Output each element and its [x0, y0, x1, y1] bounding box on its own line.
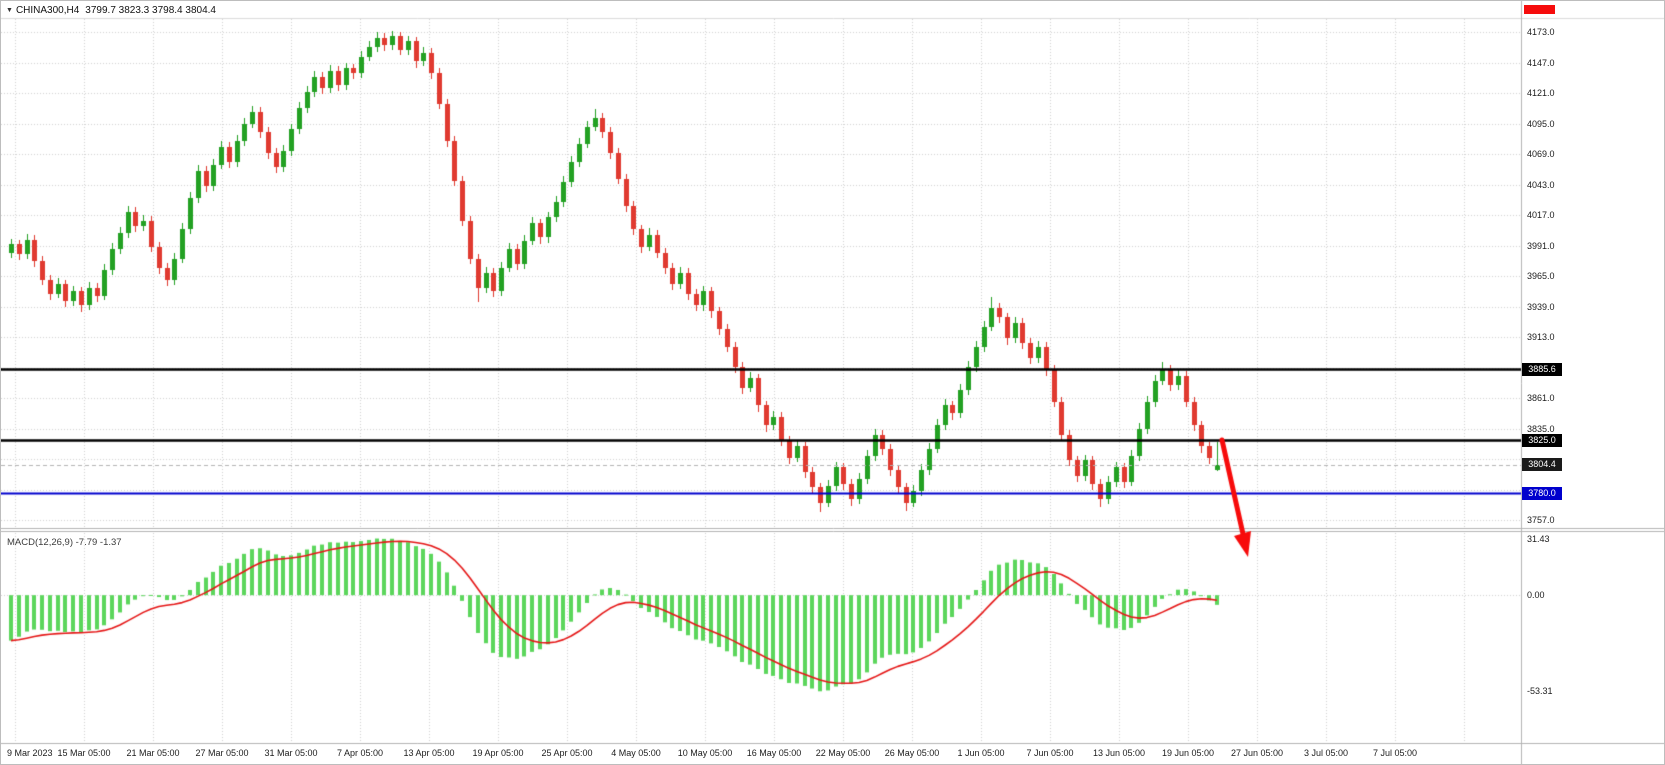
- time-label: 19 Apr 05:00: [472, 748, 524, 758]
- time-label: 13 Jun 05:00: [1092, 748, 1146, 758]
- time-label: 21 Mar 05:00: [126, 748, 180, 758]
- price-tick: 3965.0: [1527, 271, 1555, 282]
- price-tick: 4043.0: [1527, 179, 1555, 190]
- time-label: 26 May 05:00: [884, 748, 940, 758]
- price-tick: 3913.0: [1527, 332, 1555, 343]
- time-label: 19 Jun 05:00: [1161, 748, 1215, 758]
- price-tick: 4147.0: [1527, 57, 1555, 68]
- time-label: 3 Jul 05:00: [1303, 748, 1349, 758]
- symbol-name: CHINA300,H4: [15, 5, 80, 16]
- ohlc-values: 3799.7 3823.3 3798.4 3804.4: [85, 5, 216, 16]
- time-label: 27 Mar 05:00: [195, 748, 249, 758]
- time-label: 4 May 05:00: [611, 748, 661, 758]
- price-badge: 3804.4: [1522, 458, 1562, 472]
- price-tick: 4173.0: [1527, 26, 1555, 37]
- macd-tick: -53.31: [1527, 686, 1553, 697]
- price-tick: 4069.0: [1527, 149, 1555, 160]
- price-tick: 3939.0: [1527, 301, 1555, 312]
- price-tick: 3991.0: [1527, 240, 1555, 251]
- price-tick: 3861.0: [1527, 393, 1555, 404]
- price-tick: 4017.0: [1527, 210, 1555, 221]
- time-label: 31 Mar 05:00: [264, 748, 318, 758]
- price-badge: 3780.0: [1522, 486, 1562, 500]
- time-label: 15 Mar 05:00: [57, 748, 111, 758]
- time-label: 7 Jul 05:00: [1372, 748, 1418, 758]
- time-label: 1 Jun 05:00: [957, 748, 1005, 758]
- macd-tick: 31.43: [1527, 533, 1550, 544]
- time-label: 25 Apr 05:00: [541, 748, 593, 758]
- price-badge: 3885.6: [1522, 362, 1562, 376]
- time-label: 7 Jun 05:00: [1026, 748, 1074, 758]
- macd-tick: 0.00: [1527, 590, 1545, 601]
- symbol-info: ▼ CHINA300,H4 3799.7 3823.3 3798.4 3804.4: [6, 5, 216, 16]
- time-label: 13 Apr 05:00: [403, 748, 455, 758]
- price-tick: 3757.0: [1527, 515, 1555, 526]
- time-label: 16 May 05:00: [746, 748, 802, 758]
- time-label: 10 May 05:00: [677, 748, 733, 758]
- time-label: 9 Mar 2023: [7, 748, 53, 758]
- price-badge: 3825.0: [1522, 433, 1562, 447]
- price-tick: 3835.0: [1527, 423, 1555, 434]
- price-tick: 4095.0: [1527, 118, 1555, 129]
- time-label: 7 Apr 05:00: [336, 748, 384, 758]
- symbol-dropdown-icon[interactable]: ▼: [6, 7, 13, 14]
- macd-indicator-label: MACD(12,26,9) -7.79 -1.37: [7, 537, 122, 548]
- time-label: 22 May 05:00: [815, 748, 871, 758]
- price-tick: 4121.0: [1527, 88, 1555, 99]
- top-right-red-marker: [1524, 5, 1555, 14]
- time-label: 27 Jun 05:00: [1230, 748, 1284, 758]
